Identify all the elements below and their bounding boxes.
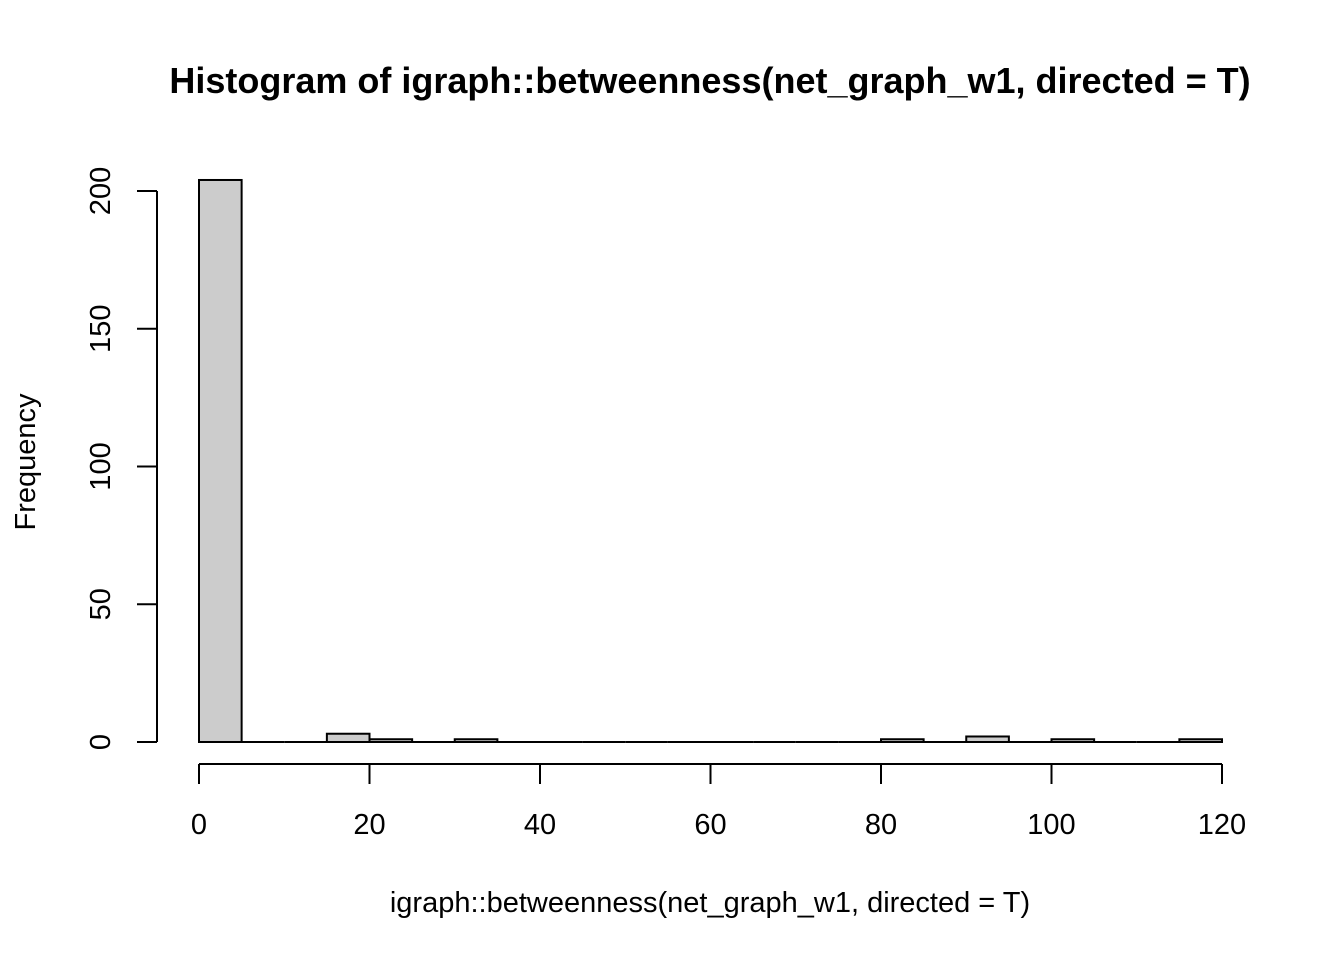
y-axis-tick-label: 50 — [85, 588, 117, 620]
x-axis-tick-label: 0 — [191, 809, 207, 841]
y-axis-label: Frequency — [10, 393, 42, 531]
x-axis-label: igraph::betweenness(net_graph_w1, direct… — [390, 887, 1030, 919]
histogram-bar — [1050, 738, 1096, 743]
chart-title: Histogram of igraph::betweenness(net_gra… — [169, 60, 1250, 101]
y-axis-ticks: 0 50 100 150 200 — [85, 167, 157, 750]
x-axis-ticks: 0 20 40 60 80 100 120 — [191, 764, 1246, 841]
histogram-bar — [368, 738, 414, 743]
histogram-bar — [198, 178, 243, 744]
x-axis-tick-label: 120 — [1198, 809, 1246, 841]
y-axis-tick-label: 200 — [85, 167, 117, 215]
y-axis-tick-label: 0 — [85, 734, 117, 750]
histogram-bar — [965, 735, 1010, 743]
x-axis-tick-label: 60 — [694, 809, 726, 841]
histogram-bar — [880, 738, 925, 743]
x-axis-tick-label: 20 — [353, 809, 385, 841]
histogram-bar — [325, 732, 371, 743]
histogram-bar — [1178, 738, 1223, 743]
histogram-bar — [453, 738, 499, 743]
x-axis-tick-label: 80 — [865, 809, 897, 841]
y-axis-tick-label: 100 — [85, 442, 117, 490]
y-axis-tick-label: 150 — [85, 305, 117, 353]
x-axis-tick-label: 40 — [524, 809, 556, 841]
x-axis-tick-label: 100 — [1027, 809, 1075, 841]
histogram-bars — [198, 178, 1223, 744]
